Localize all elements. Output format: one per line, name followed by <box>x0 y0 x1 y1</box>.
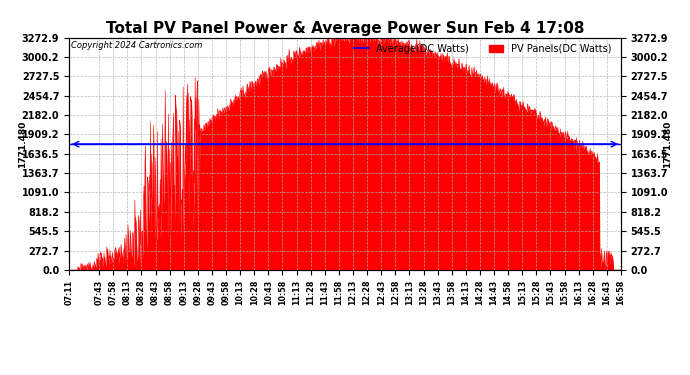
Title: Total PV Panel Power & Average Power Sun Feb 4 17:08: Total PV Panel Power & Average Power Sun… <box>106 21 584 36</box>
Text: 1771.480: 1771.480 <box>17 120 27 168</box>
Text: Copyright 2024 Cartronics.com: Copyright 2024 Cartronics.com <box>70 41 202 50</box>
Legend: Average(DC Watts), PV Panels(DC Watts): Average(DC Watts), PV Panels(DC Watts) <box>350 40 615 58</box>
Text: 1771.480: 1771.480 <box>663 120 673 168</box>
